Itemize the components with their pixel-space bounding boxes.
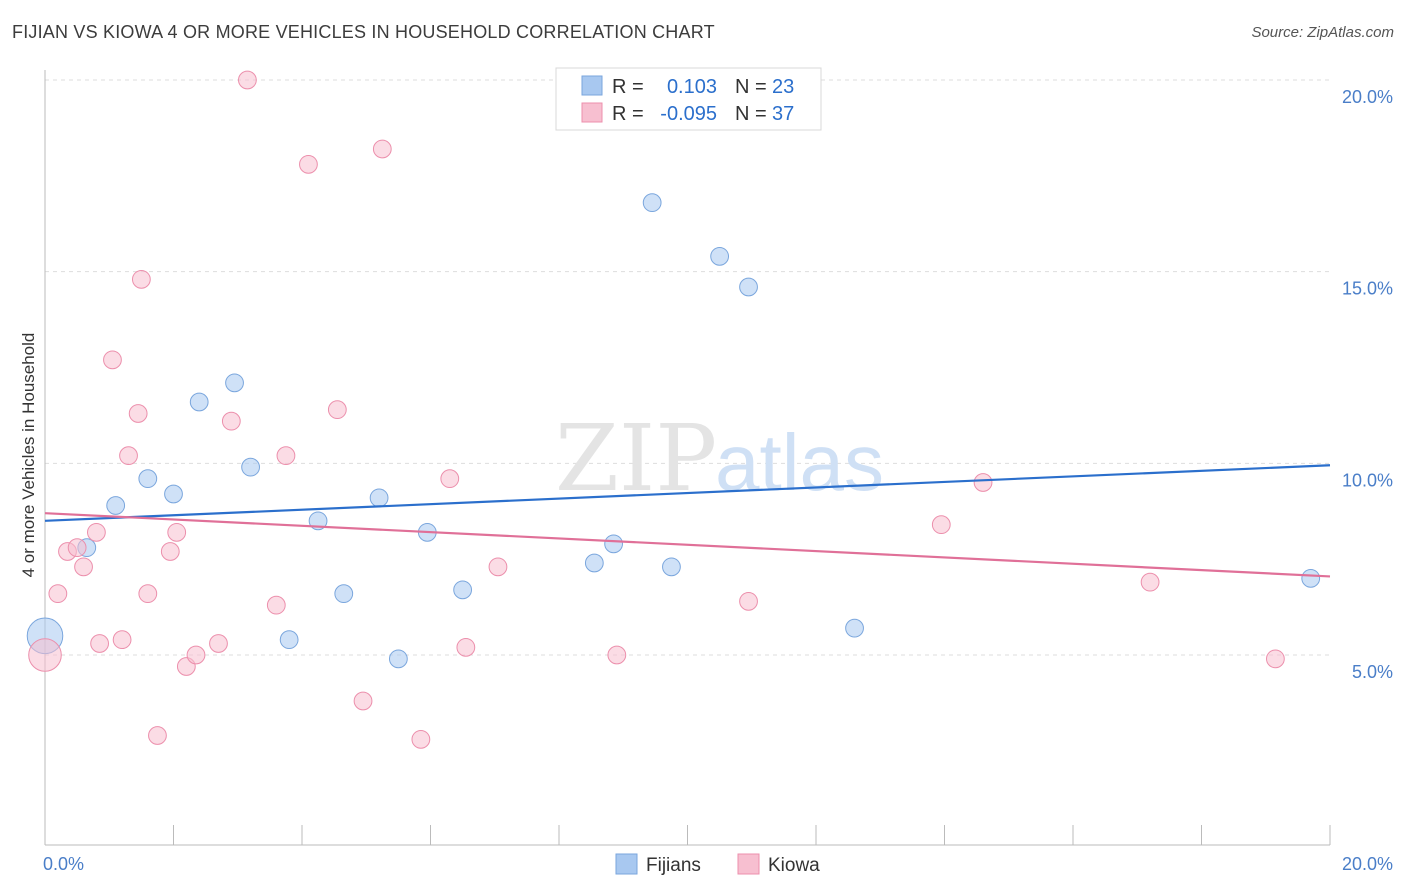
- point-kiowa-33: [931, 515, 951, 535]
- point-kiowa-0: [28, 638, 62, 672]
- point-kiowa-30: [488, 557, 508, 577]
- point-fijians-18: [662, 557, 681, 577]
- point-kiowa-14: [160, 542, 180, 561]
- legend-n-label-fijians: N =: [735, 76, 767, 98]
- watermark-atlas: atlas: [715, 418, 884, 507]
- y-tick-labels: 5.0% 10.0% 15.0% 20.0%: [1342, 87, 1393, 682]
- point-fijians-14: [453, 580, 473, 600]
- point-fijians-5: [189, 392, 209, 412]
- point-kiowa-19: [221, 411, 241, 431]
- point-fijians-8: [279, 630, 299, 650]
- point-kiowa-29: [456, 637, 476, 657]
- point-kiowa-17: [186, 645, 206, 665]
- point-fijians-16: [604, 534, 624, 554]
- legend-n-value-kiowa: 37: [772, 103, 794, 125]
- trend-line-kiowa: [44, 512, 1331, 578]
- y-tick-label-2: 15.0%: [1342, 279, 1393, 299]
- point-kiowa-12: [138, 584, 158, 604]
- legend-swatch-fijians: [581, 75, 603, 96]
- point-kiowa-13: [148, 726, 167, 745]
- point-kiowa-8: [112, 630, 132, 650]
- x-tick-labels: 0.0% 20.0%: [43, 854, 1393, 874]
- legend-r-label-fijians: R =: [612, 76, 644, 98]
- point-kiowa-20: [237, 70, 257, 90]
- point-kiowa-23: [299, 154, 318, 174]
- point-kiowa-36: [1265, 649, 1285, 669]
- point-fijians-10: [334, 584, 354, 604]
- point-kiowa-5: [87, 522, 106, 542]
- point-fijians-21: [845, 618, 864, 638]
- point-fijians-3: [138, 469, 158, 489]
- point-kiowa-1: [48, 584, 68, 604]
- point-kiowa-22: [276, 446, 296, 466]
- point-kiowa-28: [440, 469, 460, 489]
- y-axis-label: 4 or more Vehicles in Household: [19, 333, 38, 578]
- trend-line-fijians: [44, 464, 1331, 522]
- legend-r-label-kiowa: R =: [612, 103, 644, 125]
- point-fijians-7: [241, 457, 260, 477]
- point-kiowa-25: [353, 691, 373, 711]
- point-kiowa-21: [266, 595, 286, 615]
- point-kiowa-24: [327, 400, 347, 420]
- point-fijians-4: [164, 484, 183, 504]
- chart-title: FIJIAN VS KIOWA 4 OR MORE VEHICLES IN HO…: [12, 22, 715, 42]
- point-kiowa-35: [1140, 572, 1160, 592]
- legend-top: R = 0.103 N = 23 R = -0.095 N = 37: [555, 67, 822, 131]
- y-tick-label-0: 5.0%: [1352, 662, 1393, 682]
- point-kiowa-15: [167, 522, 187, 542]
- point-fijians-2: [106, 496, 126, 515]
- point-kiowa-11: [131, 269, 151, 289]
- point-fijians-20: [739, 277, 758, 297]
- legend-bottom-label-kiowa: Kiowa: [768, 855, 820, 876]
- legend-swatch-kiowa: [581, 102, 603, 123]
- point-kiowa-32: [739, 591, 758, 611]
- legend-bottom-swatch-kiowa: [737, 853, 760, 875]
- point-kiowa-4: [74, 557, 93, 577]
- legend-r-value-fijians: 0.103: [667, 76, 717, 98]
- point-fijians-9: [308, 511, 328, 531]
- x-tick-label-right: 20.0%: [1342, 854, 1393, 874]
- data-points: [26, 70, 1321, 749]
- axes: [44, 70, 1331, 846]
- source-credit: Source: ZipAtlas.com: [1251, 24, 1394, 41]
- y-tick-label-1: 10.0%: [1342, 470, 1393, 490]
- legend-bottom: Fijians Kiowa: [615, 853, 820, 876]
- point-kiowa-10: [128, 404, 148, 423]
- point-kiowa-31: [607, 645, 627, 665]
- point-kiowa-26: [372, 139, 392, 159]
- point-fijians-15: [584, 553, 604, 573]
- point-fijians-6: [225, 373, 244, 393]
- point-fijians-11: [369, 488, 389, 508]
- legend-r-value-kiowa: -0.095: [660, 103, 717, 125]
- point-kiowa-6: [90, 634, 110, 653]
- point-kiowa-34: [973, 473, 993, 492]
- legend-bottom-swatch-fijians: [615, 853, 638, 875]
- point-fijians-17: [642, 193, 662, 213]
- y-tick-label-3: 20.0%: [1342, 87, 1393, 107]
- legend-n-label-kiowa: N =: [735, 103, 767, 125]
- point-kiowa-3: [67, 538, 87, 558]
- x-tick-label-left: 0.0%: [43, 854, 84, 874]
- point-fijians-22: [1301, 568, 1321, 588]
- legend-n-value-fijians: 23: [772, 76, 794, 98]
- point-fijians-12: [388, 649, 408, 669]
- grid-lines: [45, 79, 1330, 656]
- point-kiowa-18: [209, 634, 228, 653]
- point-fijians-19: [710, 246, 730, 266]
- point-kiowa-9: [119, 446, 138, 466]
- point-kiowa-27: [411, 729, 431, 749]
- legend-bottom-label-fijians: Fijians: [646, 855, 701, 876]
- trend-lines: [44, 464, 1331, 578]
- point-kiowa-7: [103, 350, 122, 370]
